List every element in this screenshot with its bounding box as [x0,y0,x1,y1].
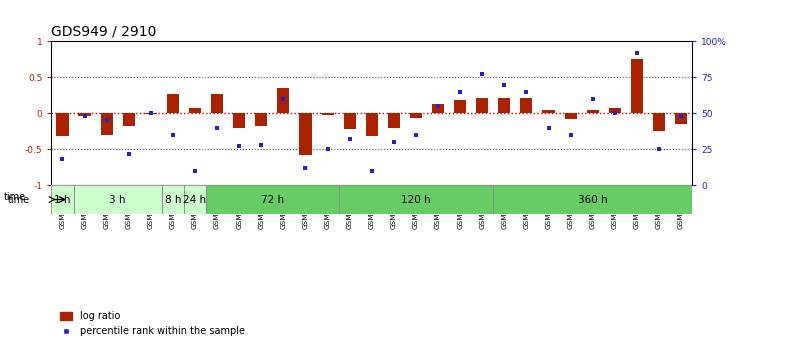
Text: 120 h: 120 h [401,195,431,205]
Point [675,114,687,119]
Point [277,96,290,102]
Bar [233,113,245,128]
Text: 1 h: 1 h [55,195,70,205]
Point [498,82,511,87]
Bar [410,113,422,118]
Point [542,125,554,130]
Point [167,132,180,138]
Bar [365,113,378,136]
Point [586,96,599,102]
Text: time: time [8,195,30,205]
Bar [321,113,334,116]
Point [210,125,223,130]
Point [233,144,245,149]
Text: 24 h: 24 h [184,195,206,205]
Text: GDS949 / 2910: GDS949 / 2910 [51,25,157,39]
Point [56,157,69,162]
Point [145,110,157,116]
Text: time: time [4,192,26,201]
Point [608,110,621,116]
Bar [630,59,643,113]
Bar [587,110,599,113]
Bar [78,113,91,116]
Bar [278,88,290,113]
Point [78,114,91,119]
Text: 72 h: 72 h [261,195,284,205]
Bar [609,108,621,113]
Point [388,139,400,145]
Bar [675,113,687,124]
Bar [167,94,179,113]
Text: 360 h: 360 h [578,195,607,205]
Point [564,132,577,138]
Bar [565,113,577,119]
Bar [388,113,400,128]
Point [321,146,334,152]
Bar [189,108,201,113]
Point [189,168,202,174]
Point [343,136,356,142]
Point [255,142,267,148]
Bar [339,185,494,214]
Bar [184,185,206,214]
Point [520,89,533,95]
Point [432,103,445,109]
Bar [211,94,223,113]
Point [454,89,467,95]
Point [410,132,422,138]
Point [630,50,643,56]
Bar [520,98,532,113]
Bar [162,185,184,214]
Bar [56,113,69,136]
Bar [432,104,444,113]
Bar [543,110,554,113]
Bar [51,185,74,214]
Bar [145,113,157,114]
Bar [498,98,510,113]
Bar [74,185,162,214]
Point [653,146,665,152]
Bar [653,113,665,131]
Bar [476,98,488,113]
Bar [454,100,466,113]
Bar [206,185,339,214]
Bar [100,113,113,135]
Bar [494,185,692,214]
Bar [123,113,134,126]
Point [476,72,489,77]
Text: 8 h: 8 h [165,195,181,205]
Legend: log ratio, percentile rank within the sample: log ratio, percentile rank within the sa… [56,307,248,340]
Bar [343,113,356,129]
Point [365,168,378,174]
Point [299,165,312,171]
Bar [300,113,312,155]
Point [123,151,135,156]
Point [100,118,113,123]
Text: 3 h: 3 h [109,195,126,205]
Bar [255,113,267,126]
